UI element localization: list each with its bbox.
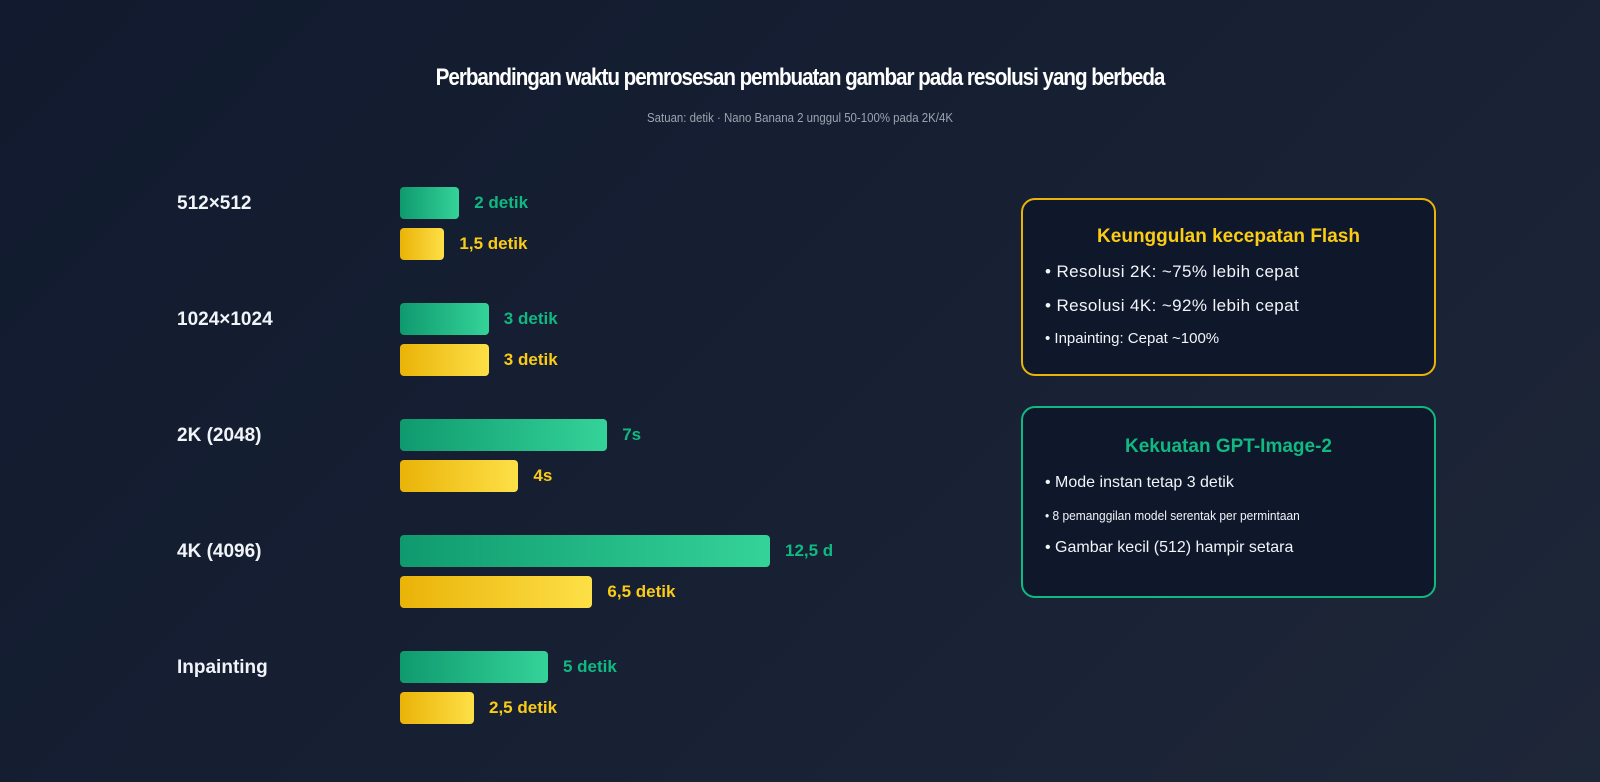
category-label: Inpainting — [177, 657, 268, 678]
panel-item: • Inpainting: Cepat ~100% — [1045, 330, 1220, 347]
bar — [400, 419, 608, 451]
panel-item: • Resolusi 2K: ~75% lebih cepat — [1045, 262, 1300, 281]
bar — [400, 692, 474, 724]
panel-item: • Resolusi 4K: ~92% lebih cepat — [1045, 296, 1300, 315]
bar — [400, 187, 460, 219]
data-label: 1,5 detik — [459, 234, 528, 253]
panel-item: • 8 pemanggilan model serentak per permi… — [1045, 508, 1300, 523]
bar — [400, 460, 519, 492]
data-label: 2 detik — [474, 193, 529, 212]
category-label: 4K (4096) — [177, 541, 262, 562]
bar-chart: 512×512 2 detik 1,5 detik 1024×1024 3 detik 3… — [177, 187, 834, 724]
data-label: 3 detik — [503, 350, 558, 369]
bar — [400, 651, 548, 683]
bar — [400, 535, 770, 567]
chart-subtitle: Satuan: detik · Nano Banana 2 unggul 50-… — [647, 110, 953, 125]
bar — [400, 344, 489, 376]
gpt-image-strength-panel: Kekuatan GPT-Image-2 • Mode instan tetap… — [1021, 406, 1436, 598]
data-label: 4s — [533, 466, 553, 485]
panel-item: • Mode instan tetap 3 detik — [1045, 474, 1234, 491]
data-label: 6,5 detik — [607, 582, 676, 601]
bar — [400, 303, 489, 335]
category-label: 2K (2048) — [177, 425, 262, 446]
panel-item: • Gambar kecil (512) hampir setara — [1045, 539, 1294, 556]
data-label: 3 detik — [503, 309, 558, 328]
category-label: 512×512 — [177, 193, 252, 214]
panel-title: Keunggulan kecepatan Flash — [1097, 226, 1360, 247]
chart-title: Perbandingan waktu pemrosesan pembuatan … — [435, 64, 1166, 91]
data-label: 5 detik — [563, 657, 617, 676]
bar — [400, 576, 593, 608]
category-label: 1024×1024 — [177, 309, 273, 330]
data-label: 2,5 detik — [489, 698, 558, 717]
bar — [400, 228, 445, 260]
data-label: 7s — [622, 425, 642, 444]
data-label: 12,5 d — [785, 541, 834, 560]
flash-advantage-panel: Keunggulan kecepatan Flash • Resolusi 2K… — [1021, 198, 1436, 376]
panel-title: Kekuatan GPT-Image-2 — [1125, 436, 1332, 457]
